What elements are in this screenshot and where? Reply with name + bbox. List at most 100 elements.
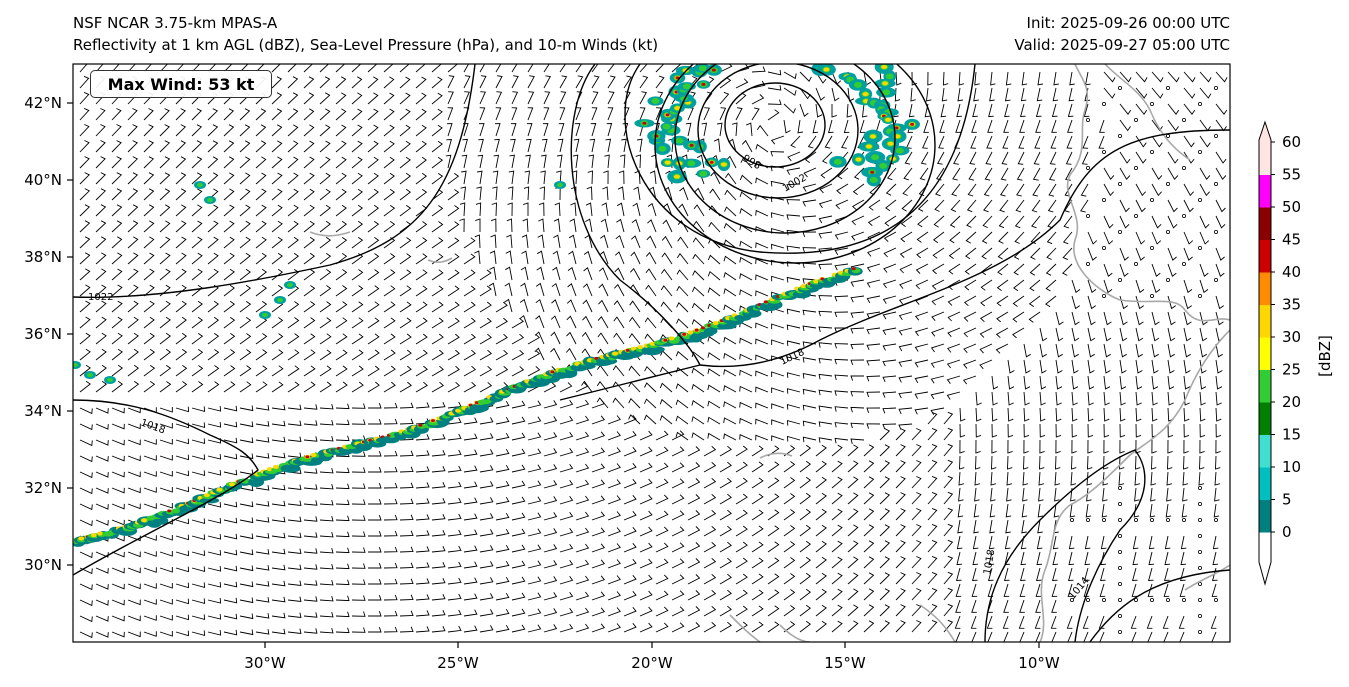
wind-barb [447, 417, 462, 425]
wind-barb [1039, 327, 1048, 342]
wind-barb [521, 234, 529, 249]
wind-barb [911, 588, 922, 601]
reflectivity-cell [674, 106, 681, 111]
wind-barb [629, 284, 641, 297]
reflectivity-cell [711, 68, 716, 72]
wind-barb [703, 525, 717, 537]
wind-barb [607, 447, 621, 457]
wind-barb [511, 75, 519, 89]
wind-barb [582, 299, 593, 313]
wind-barb [287, 252, 300, 265]
wind-barb [783, 477, 796, 489]
wind-barb [1071, 343, 1079, 358]
wind-barb [495, 576, 510, 585]
calm-wind-marker [1166, 181, 1171, 186]
wind-barb [659, 415, 673, 425]
calm-wind-marker [1118, 181, 1123, 186]
wind-barb [1084, 551, 1091, 566]
wind-barb [691, 432, 705, 441]
wind-barb [447, 365, 460, 377]
wind-barb [630, 251, 641, 265]
wind-barb [834, 247, 849, 256]
colorbar-tick-label: 30 [1282, 328, 1301, 346]
wind-barb [143, 455, 157, 461]
wind-barb [255, 549, 270, 555]
wind-barb [479, 91, 486, 105]
wind-barb [783, 541, 796, 553]
wind-barb [191, 268, 203, 281]
wind-barb [847, 87, 855, 102]
wind-barb [851, 215, 865, 226]
wind-barb [271, 172, 283, 185]
wind-barb [351, 220, 364, 233]
wind-barb [671, 526, 685, 537]
wind-barb [368, 611, 382, 617]
wind-barb [818, 263, 833, 270]
wind-barb [462, 138, 469, 153]
wind-barb [143, 365, 156, 377]
wind-barb [1046, 231, 1057, 245]
wind-barb [963, 295, 977, 307]
wind-barb [351, 595, 366, 601]
wind-barb [751, 525, 764, 537]
wind-barb [495, 608, 510, 617]
wind-barb [818, 199, 833, 209]
wind-barb [605, 138, 612, 153]
wind-barb [223, 405, 238, 412]
wind-barb [735, 92, 747, 105]
wind-barb [1083, 583, 1090, 597]
wind-barb [255, 381, 268, 393]
wind-barb [863, 460, 875, 473]
wind-barb [558, 123, 565, 137]
wind-barb [535, 315, 545, 329]
reflectivity-cell [894, 134, 901, 139]
wind-barb [850, 327, 865, 334]
wind-barb [111, 551, 125, 558]
wind-barb [1183, 71, 1196, 83]
wind-barb [1199, 407, 1206, 422]
wind-barb [1151, 183, 1162, 197]
wind-barb [351, 483, 366, 489]
wind-barb [1021, 503, 1028, 518]
wind-barb [368, 579, 382, 585]
wind-barb [239, 365, 252, 377]
wind-barb [634, 170, 641, 185]
wind-barb [639, 107, 646, 121]
wind-barb [223, 204, 235, 217]
wind-barb [207, 502, 222, 508]
wind-barb [95, 348, 107, 361]
wind-barb [415, 578, 430, 585]
wind-barb [958, 71, 965, 86]
wind-barb [591, 91, 599, 105]
wind-barb [1003, 119, 1009, 133]
wind-barb [463, 365, 477, 377]
wind-barb [175, 438, 189, 445]
wind-barb [879, 508, 891, 521]
wind-barb [1103, 343, 1111, 358]
wind-barb [1167, 423, 1174, 438]
calm-wind-marker [1150, 598, 1155, 603]
wind-barb [879, 460, 891, 473]
wind-barb [677, 220, 689, 233]
wind-barb [934, 199, 945, 212]
wind-barb [271, 333, 284, 345]
wind-barb [543, 382, 557, 393]
wind-barb [927, 411, 938, 425]
wind-barb [925, 87, 932, 102]
calm-wind-marker [1134, 598, 1139, 603]
wind-barb [303, 220, 315, 233]
colorbar-segment [1259, 207, 1271, 240]
wind-barb [463, 593, 478, 601]
wind-barb [127, 583, 141, 590]
wind-barb [143, 551, 157, 557]
wind-barb [368, 419, 382, 425]
wind-barb [399, 626, 414, 633]
wind-barb [639, 64, 648, 73]
wind-barb [639, 91, 647, 105]
wind-barb [191, 140, 203, 153]
wind-barb [623, 431, 637, 441]
calm-wind-marker [1182, 165, 1187, 170]
wind-barb [943, 555, 954, 569]
wind-barb [479, 349, 493, 361]
wind-barb [431, 92, 443, 105]
